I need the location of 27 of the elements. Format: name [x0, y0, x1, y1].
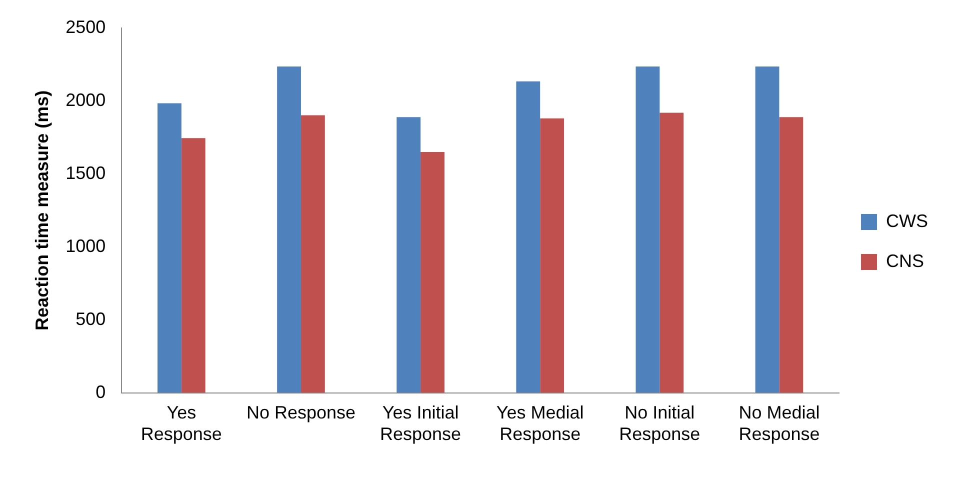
x-tick-label: Yes Response	[140, 402, 222, 444]
bar	[540, 118, 564, 393]
x-tick-label: Yes Medial Response	[496, 402, 584, 444]
y-tick-label: 500	[76, 308, 106, 329]
bar	[779, 117, 804, 393]
x-tick-label: No Response	[246, 402, 356, 423]
bar	[660, 112, 684, 393]
y-tick-label: 2500	[66, 16, 106, 37]
y-tick-label: 0	[96, 382, 106, 402]
bar	[636, 66, 660, 393]
y-tick-label: 1500	[66, 162, 106, 183]
y-axis-title: Reaction time measure (ms)	[32, 90, 52, 330]
bar	[300, 115, 325, 393]
x-tick-label: No Initial Response	[619, 402, 700, 444]
x-tick-label: No Medial Response	[738, 402, 820, 444]
legend-label: CNS	[886, 250, 924, 271]
bar	[420, 152, 444, 393]
y-tick-label: 1000	[66, 236, 106, 256]
bar	[755, 66, 780, 393]
bar	[158, 103, 182, 393]
y-tick-label: 2000	[66, 90, 106, 110]
legend-label: CWS	[886, 210, 928, 231]
bar	[516, 81, 540, 393]
bar	[396, 117, 421, 393]
x-tick-label: Yes Initial Response	[380, 402, 462, 444]
bar	[277, 66, 301, 393]
bar	[181, 138, 206, 393]
